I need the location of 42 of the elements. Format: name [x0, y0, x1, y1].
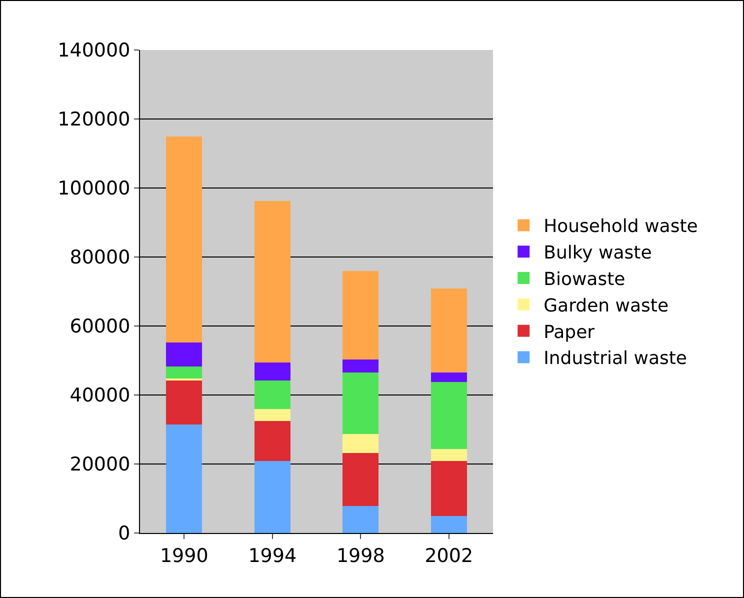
x-tick-label: 1994: [248, 544, 297, 567]
bar: [430, 372, 467, 382]
bar: [166, 378, 202, 381]
bar: [166, 342, 202, 366]
bar: [342, 506, 379, 533]
legend-label: Bulky waste: [544, 242, 652, 264]
bar: [430, 288, 467, 373]
x-tick-label: 1990: [160, 544, 208, 567]
legend-label: Industrial waste: [544, 348, 687, 370]
bar: [430, 516, 467, 533]
legend-label: Household waste: [544, 216, 698, 238]
bar: [166, 424, 202, 533]
bar: [342, 452, 379, 506]
y-tick-label: 0: [118, 522, 130, 545]
bar: [254, 409, 290, 422]
legend-label: Paper: [544, 322, 596, 343]
bar: [254, 362, 290, 381]
bar: [342, 359, 379, 373]
bar: [166, 380, 202, 424]
y-tick-label: 100000: [58, 178, 130, 200]
bar: [254, 380, 290, 410]
y-tick-label: 120000: [58, 108, 130, 131]
bar: [254, 421, 290, 461]
legend-label: Biowaste: [544, 269, 626, 290]
bar: [430, 449, 467, 461]
y-tick-label: 40000: [70, 384, 130, 407]
x-tick-label: 1998: [336, 544, 385, 567]
bar: [342, 270, 379, 360]
bar: [254, 201, 290, 363]
bar: [254, 460, 290, 533]
y-tick-label: 60000: [70, 316, 130, 338]
legend-label: Garden waste: [544, 295, 669, 316]
y-tick-label: 20000: [70, 454, 130, 476]
y-tick-label: 140000: [58, 40, 130, 62]
bar: [430, 382, 467, 450]
bar: [342, 372, 379, 434]
x-tick-label: 2002: [424, 544, 474, 567]
y-tick-label: 80000: [70, 246, 130, 269]
bar: [342, 434, 379, 453]
bar: [166, 366, 202, 378]
bar: [166, 136, 202, 343]
bar: [430, 460, 467, 516]
